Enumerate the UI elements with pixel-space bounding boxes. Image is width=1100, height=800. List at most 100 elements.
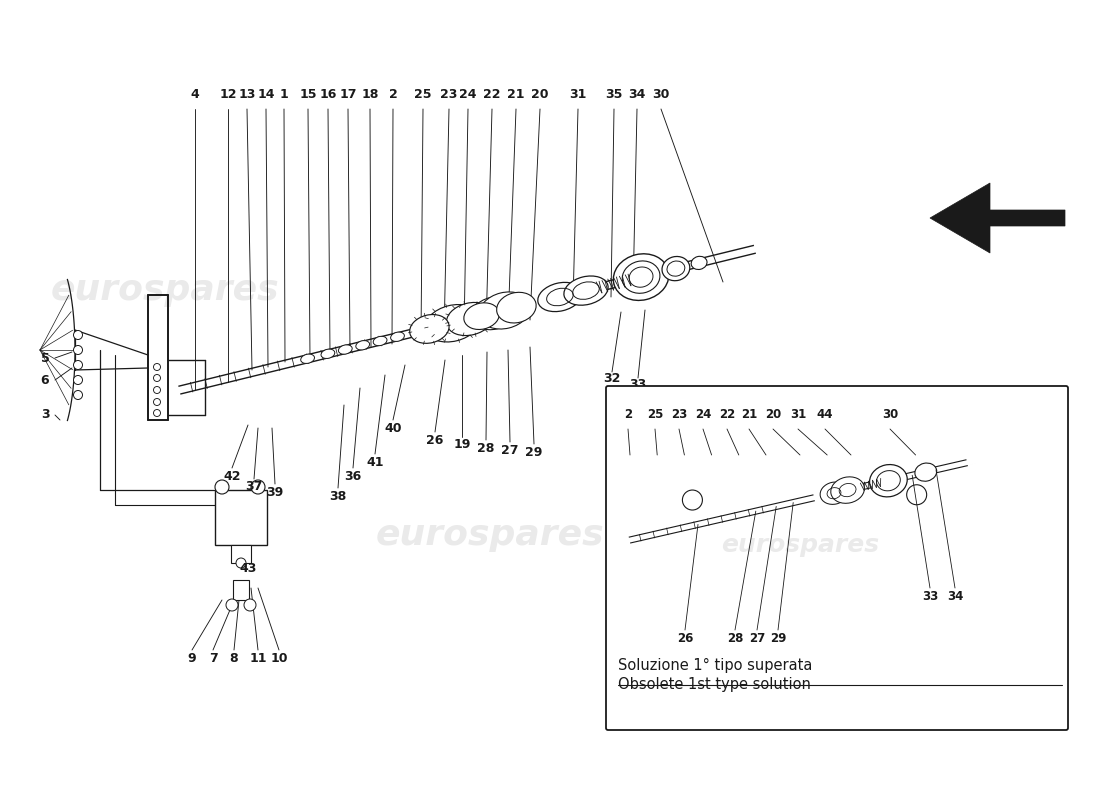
- Ellipse shape: [447, 302, 494, 335]
- Bar: [231, 545, 251, 563]
- Ellipse shape: [409, 314, 449, 343]
- Text: 34: 34: [628, 89, 646, 102]
- Ellipse shape: [821, 482, 848, 504]
- Text: 16: 16: [319, 89, 337, 102]
- Text: 24: 24: [460, 89, 476, 102]
- Text: 9: 9: [188, 651, 196, 665]
- Circle shape: [154, 398, 161, 406]
- Text: 8: 8: [230, 651, 239, 665]
- Ellipse shape: [480, 292, 530, 329]
- Text: 21: 21: [741, 409, 757, 422]
- Text: 25: 25: [647, 409, 663, 422]
- Circle shape: [154, 410, 161, 417]
- Text: 43: 43: [240, 562, 256, 574]
- Text: 26: 26: [676, 631, 693, 645]
- Ellipse shape: [564, 276, 608, 306]
- Text: 21: 21: [507, 89, 525, 102]
- Circle shape: [74, 330, 82, 339]
- Text: 42: 42: [223, 470, 241, 482]
- Circle shape: [226, 599, 238, 611]
- Ellipse shape: [339, 345, 352, 354]
- Text: 30: 30: [652, 89, 670, 102]
- Text: Soluzione 1° tipo superata: Soluzione 1° tipo superata: [618, 658, 813, 673]
- Text: eurospares: eurospares: [720, 533, 879, 557]
- Text: 27: 27: [502, 443, 519, 457]
- Polygon shape: [930, 183, 1065, 253]
- Text: 20: 20: [531, 89, 549, 102]
- Text: 36: 36: [344, 470, 362, 482]
- Text: 30: 30: [882, 409, 898, 422]
- Text: 6: 6: [41, 374, 50, 386]
- FancyBboxPatch shape: [606, 386, 1068, 730]
- Text: 19: 19: [453, 438, 471, 451]
- Circle shape: [154, 374, 161, 382]
- Text: 31: 31: [790, 409, 806, 422]
- Text: 25: 25: [415, 89, 431, 102]
- Ellipse shape: [662, 257, 690, 281]
- Circle shape: [74, 346, 82, 354]
- Text: 2: 2: [624, 409, 632, 422]
- Text: 1: 1: [279, 89, 288, 102]
- Ellipse shape: [869, 465, 907, 497]
- Text: 7: 7: [209, 651, 218, 665]
- Circle shape: [251, 480, 265, 494]
- Circle shape: [154, 386, 161, 394]
- Text: 18: 18: [361, 89, 378, 102]
- Circle shape: [244, 599, 256, 611]
- Text: 31: 31: [570, 89, 586, 102]
- Text: 34: 34: [947, 590, 964, 602]
- Text: 39: 39: [266, 486, 284, 498]
- Text: 33: 33: [629, 378, 647, 391]
- Ellipse shape: [614, 254, 669, 301]
- Ellipse shape: [915, 463, 937, 482]
- Ellipse shape: [472, 297, 515, 330]
- Circle shape: [682, 490, 703, 510]
- Circle shape: [74, 375, 82, 385]
- Text: 11: 11: [250, 651, 266, 665]
- Text: eurospares: eurospares: [646, 493, 874, 527]
- Bar: [608, 388, 1066, 728]
- Text: 29: 29: [526, 446, 542, 458]
- Text: 13: 13: [239, 89, 255, 102]
- Text: 5: 5: [41, 351, 50, 365]
- Text: 4: 4: [190, 89, 199, 102]
- Ellipse shape: [321, 349, 334, 358]
- Circle shape: [906, 485, 926, 505]
- Circle shape: [154, 363, 161, 370]
- Text: 22: 22: [719, 409, 735, 422]
- Ellipse shape: [691, 256, 707, 270]
- Text: 26: 26: [427, 434, 443, 446]
- Text: 23: 23: [671, 409, 688, 422]
- Text: 29: 29: [770, 631, 786, 645]
- Text: 10: 10: [271, 651, 288, 665]
- Ellipse shape: [355, 341, 370, 350]
- Bar: [233, 580, 249, 600]
- Circle shape: [74, 361, 82, 370]
- Text: eurospares: eurospares: [376, 518, 604, 552]
- Text: eurospares: eurospares: [51, 273, 279, 307]
- Ellipse shape: [538, 282, 582, 312]
- Text: 28: 28: [727, 631, 744, 645]
- Text: 40: 40: [384, 422, 402, 434]
- Text: 12: 12: [219, 89, 236, 102]
- Text: 35: 35: [605, 89, 623, 102]
- Text: 22: 22: [483, 89, 500, 102]
- Text: 38: 38: [329, 490, 346, 502]
- Text: 20: 20: [764, 409, 781, 422]
- Circle shape: [214, 480, 229, 494]
- Circle shape: [236, 558, 246, 568]
- Text: 41: 41: [366, 455, 384, 469]
- Ellipse shape: [464, 303, 499, 330]
- Text: 14: 14: [257, 89, 275, 102]
- Text: 37: 37: [245, 481, 263, 494]
- Circle shape: [74, 390, 82, 399]
- Text: 32: 32: [603, 371, 620, 385]
- Ellipse shape: [496, 292, 536, 323]
- Text: 3: 3: [41, 409, 50, 422]
- Text: 27: 27: [749, 631, 766, 645]
- Text: 23: 23: [440, 89, 458, 102]
- Ellipse shape: [830, 477, 865, 503]
- Text: 44: 44: [816, 409, 834, 422]
- Text: 24: 24: [695, 409, 712, 422]
- Text: 17: 17: [339, 89, 356, 102]
